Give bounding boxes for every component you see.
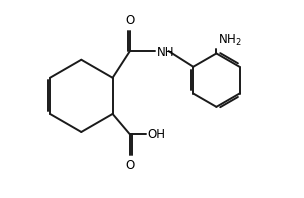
Text: NH: NH <box>157 46 175 59</box>
Text: O: O <box>125 14 134 27</box>
Text: OH: OH <box>147 128 165 141</box>
Text: O: O <box>125 159 134 172</box>
Text: NH$_2$: NH$_2$ <box>218 33 242 48</box>
